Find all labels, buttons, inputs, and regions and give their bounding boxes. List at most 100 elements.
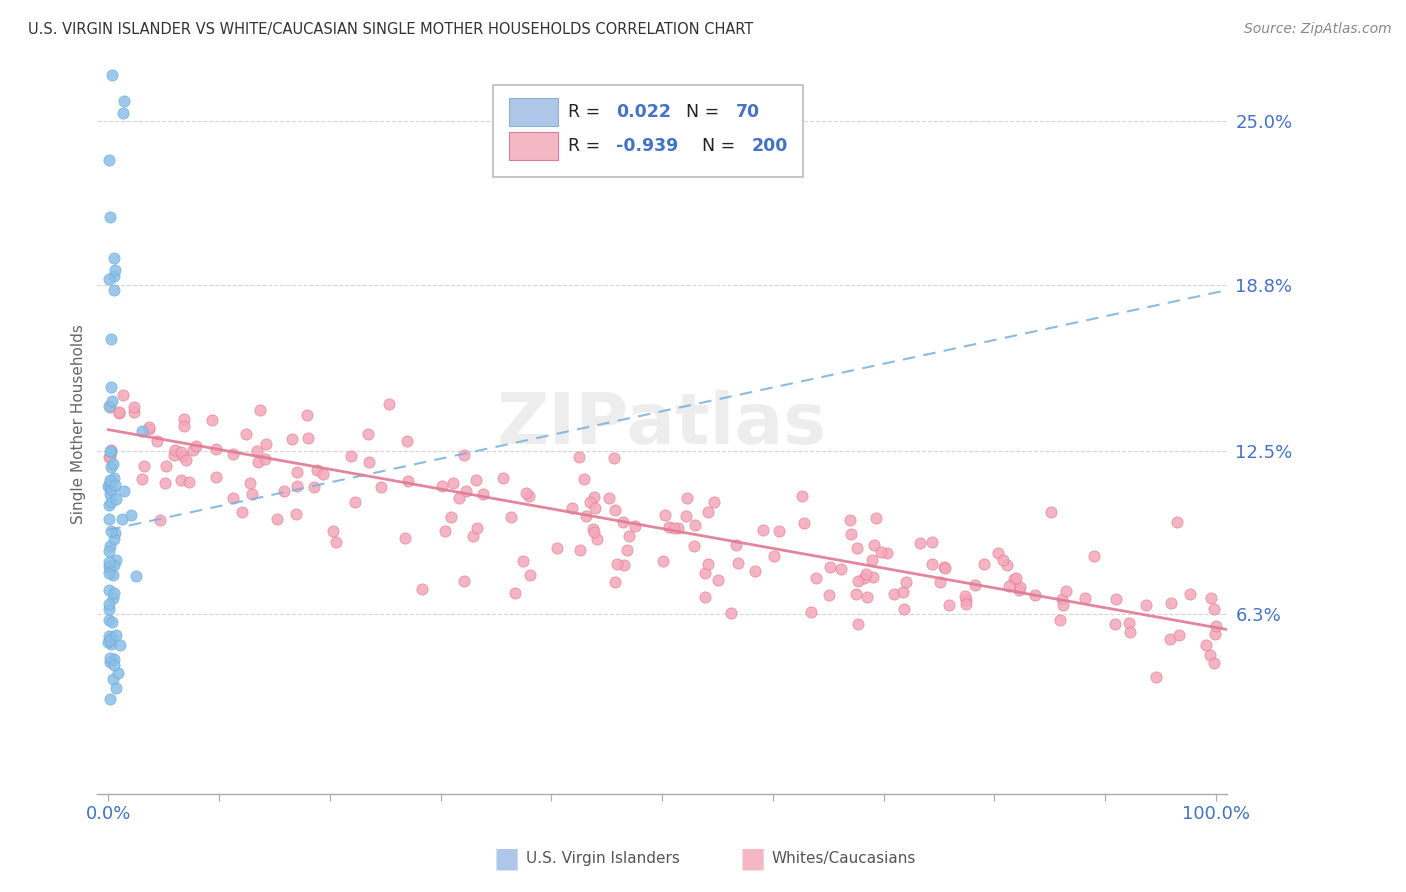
Point	[138, 420, 160, 434]
Text: N =: N =	[702, 137, 741, 155]
Point	[235, 427, 257, 442]
Point	[830, 562, 852, 576]
Point	[863, 538, 886, 552]
Point	[149, 513, 172, 527]
Point	[561, 500, 583, 515]
Point	[1008, 582, 1031, 597]
Point	[696, 557, 718, 571]
Point	[1024, 588, 1046, 602]
Point	[98, 555, 121, 569]
Point	[98, 272, 121, 286]
Point	[612, 515, 634, 529]
Point	[652, 554, 675, 568]
Point	[934, 561, 956, 575]
Point	[111, 511, 134, 525]
Point	[512, 554, 534, 568]
Point	[146, 434, 169, 448]
Point	[181, 442, 204, 457]
Point	[98, 655, 121, 669]
Point	[751, 523, 773, 537]
Point	[790, 489, 813, 503]
Point	[582, 490, 605, 504]
Text: -0.939: -0.939	[616, 137, 678, 155]
Point	[938, 598, 960, 612]
Point	[1178, 587, 1201, 601]
Point	[98, 473, 121, 487]
Point	[818, 588, 841, 602]
Point	[101, 68, 124, 82]
Point	[170, 445, 193, 459]
Point	[682, 539, 704, 553]
Point	[865, 510, 887, 524]
Point	[246, 444, 269, 458]
Point	[603, 451, 626, 466]
Point	[305, 463, 328, 477]
Point	[101, 483, 124, 498]
Point	[683, 517, 706, 532]
Point	[703, 495, 725, 509]
Point	[108, 405, 131, 419]
Point	[107, 406, 129, 420]
Point	[440, 509, 463, 524]
Point	[165, 442, 187, 457]
Text: ■: ■	[494, 844, 519, 872]
Point	[1104, 617, 1126, 632]
Point	[1166, 515, 1188, 529]
Point	[100, 487, 122, 501]
Point	[101, 631, 124, 645]
Point	[820, 560, 842, 574]
Point	[396, 475, 419, 489]
Point	[122, 405, 145, 419]
Point	[184, 439, 207, 453]
Text: 200: 200	[751, 137, 787, 155]
Point	[131, 425, 153, 439]
Point	[105, 628, 128, 642]
Point	[434, 524, 457, 539]
Point	[101, 615, 124, 629]
Point	[1002, 572, 1025, 586]
Point	[312, 467, 335, 482]
Point	[98, 540, 121, 554]
Point	[1198, 648, 1220, 662]
Point	[170, 473, 193, 487]
Point	[568, 450, 591, 465]
Point	[586, 532, 609, 546]
Point	[998, 578, 1021, 592]
Point	[100, 380, 122, 394]
Point	[838, 513, 860, 527]
Point	[174, 453, 197, 467]
Point	[1074, 591, 1097, 605]
Point	[893, 602, 915, 616]
Point	[695, 590, 717, 604]
Point	[100, 460, 122, 475]
Point	[724, 538, 747, 552]
Point	[603, 503, 626, 517]
Point	[845, 587, 868, 601]
Point	[569, 543, 592, 558]
Point	[131, 472, 153, 486]
Point	[100, 495, 122, 509]
Point	[860, 553, 883, 567]
Point	[97, 400, 120, 414]
Point	[239, 476, 262, 491]
Point	[676, 491, 699, 505]
Text: ■: ■	[740, 844, 765, 872]
Point	[472, 487, 495, 501]
Point	[658, 520, 681, 534]
Point	[222, 447, 245, 461]
Point	[98, 602, 121, 616]
Point	[666, 521, 689, 535]
Point	[1202, 602, 1225, 616]
Point	[246, 455, 269, 469]
Point	[120, 508, 142, 522]
Point	[955, 598, 977, 612]
Point	[325, 535, 347, 549]
Point	[463, 529, 485, 543]
Point	[396, 434, 419, 449]
Y-axis label: Single Mother Households: Single Mother Households	[72, 325, 86, 524]
Point	[492, 471, 515, 485]
Point	[97, 635, 120, 649]
Point	[664, 521, 686, 535]
Point	[793, 516, 815, 530]
Point	[441, 476, 464, 491]
